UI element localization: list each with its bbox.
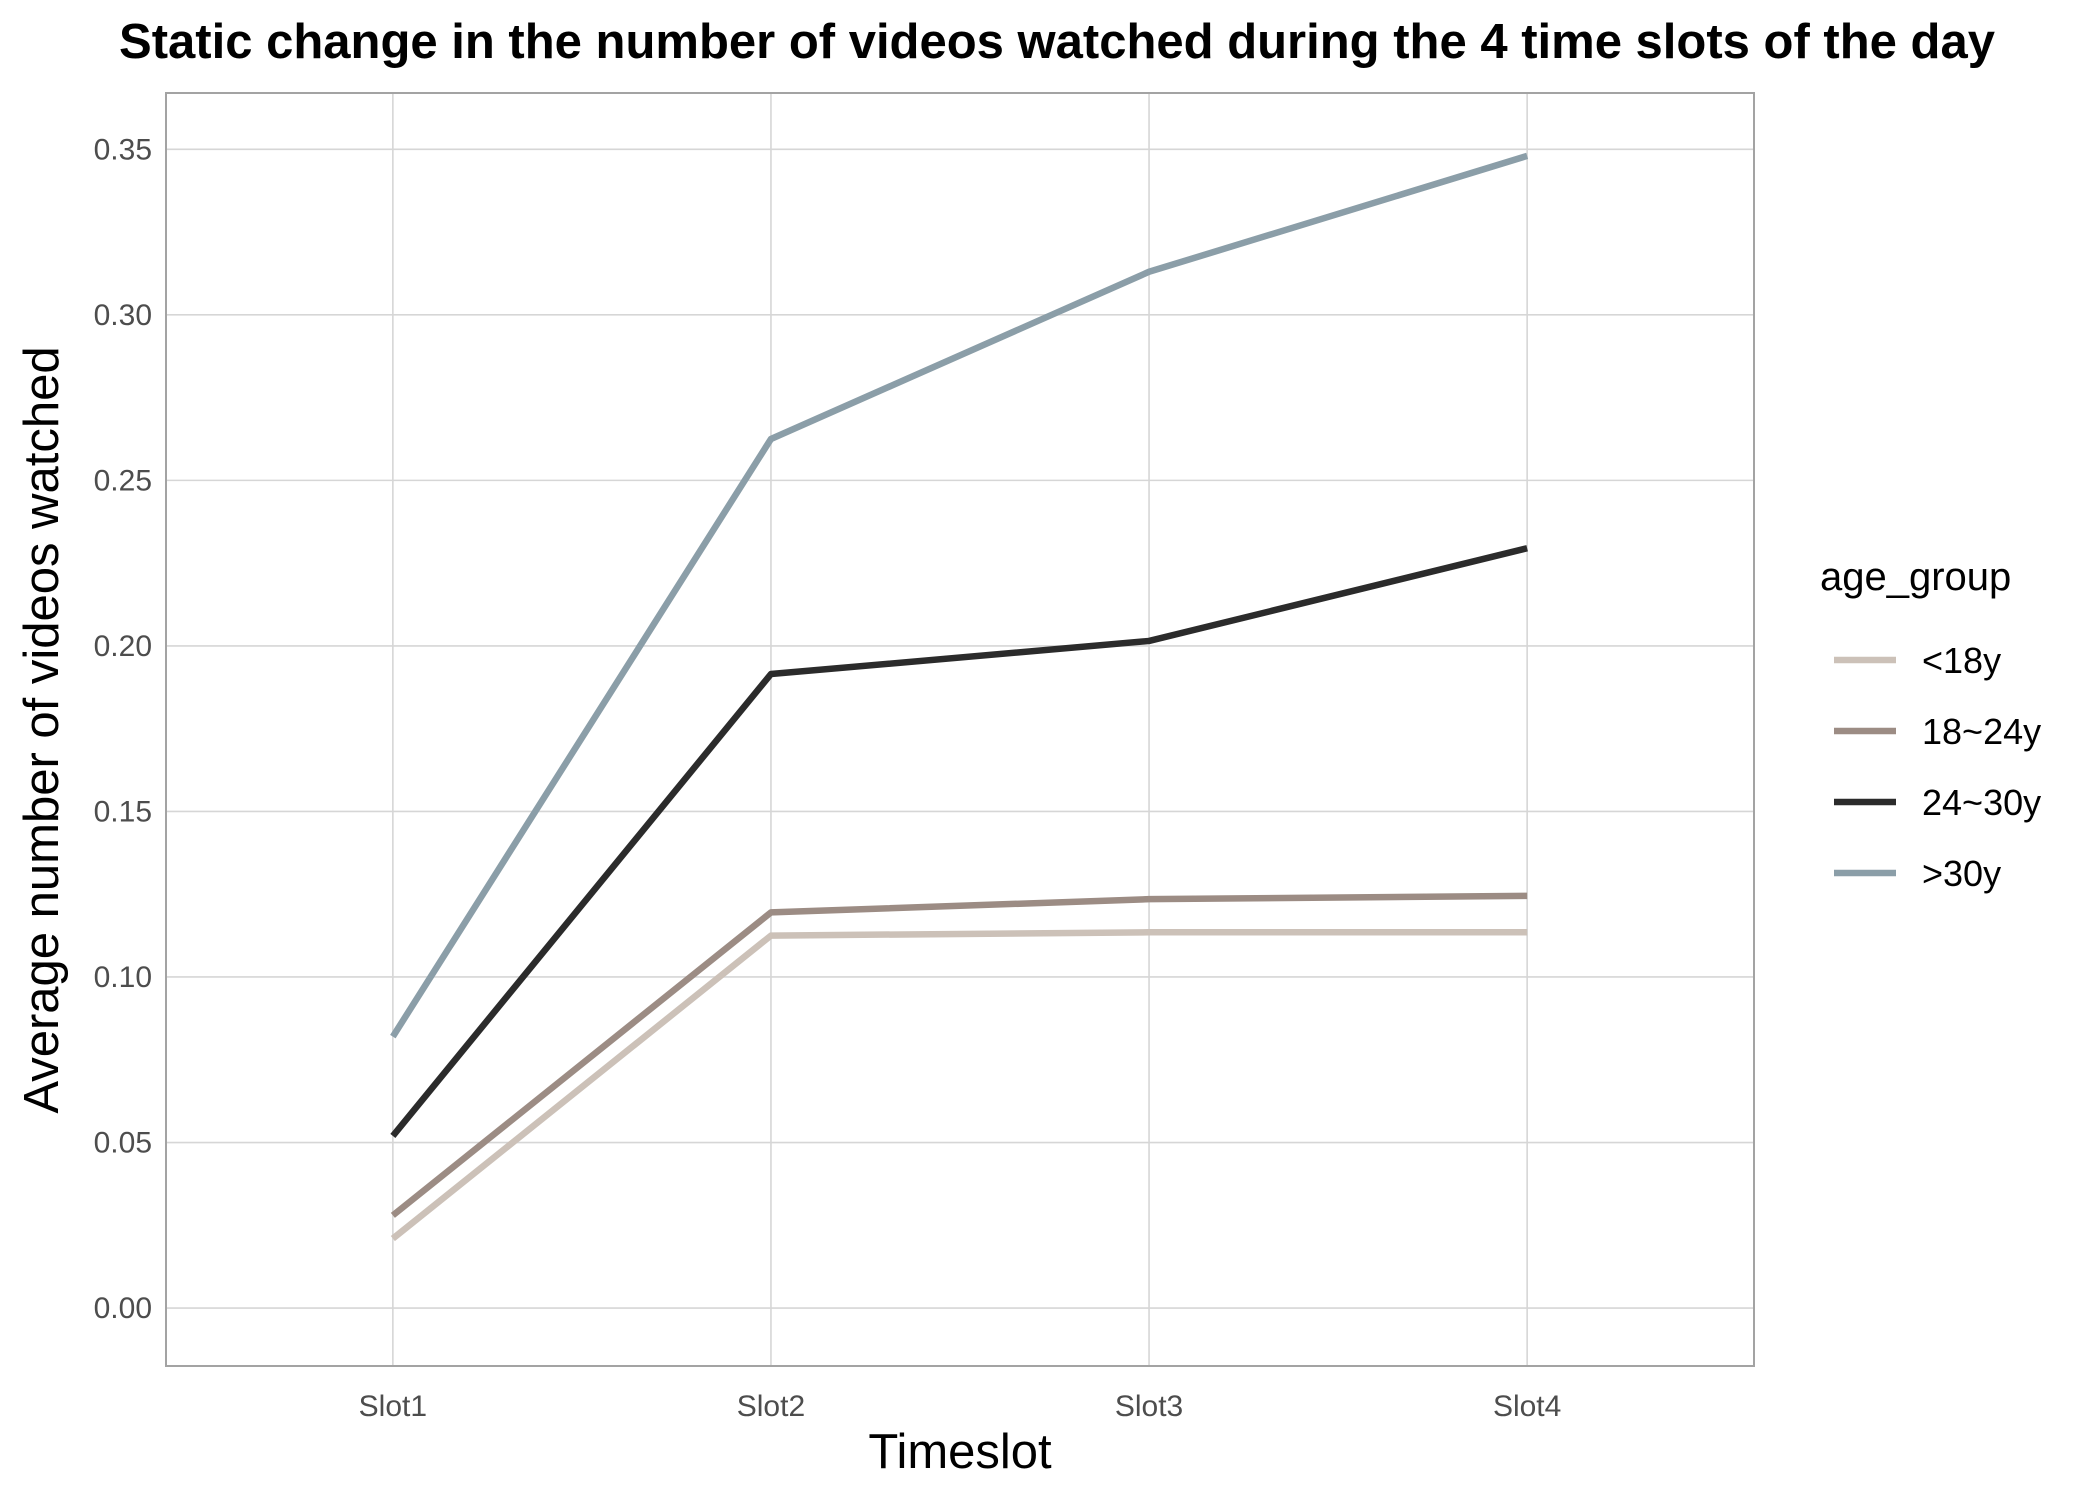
- legend-label: 18~24y: [1922, 711, 2041, 752]
- legend-label: <18y: [1922, 640, 2001, 681]
- y-tick-label: 0.00: [94, 1292, 152, 1325]
- legend-title: age_group: [1820, 555, 2011, 599]
- y-tick-label: 0.25: [94, 464, 152, 497]
- x-tick-label: Slot4: [1493, 1390, 1561, 1423]
- x-tick-label: Slot1: [359, 1390, 427, 1423]
- y-tick-label: 0.10: [94, 961, 152, 994]
- y-tick-label: 0.35: [94, 133, 152, 166]
- y-axis-title: Average number of videos watched: [15, 346, 69, 1113]
- y-tick-label: 0.20: [94, 630, 152, 663]
- y-tick-label: 0.05: [94, 1127, 152, 1160]
- y-tick-label: 0.15: [94, 795, 152, 828]
- legend-label: 24~30y: [1922, 782, 2041, 823]
- chart-title: Static change in the number of videos wa…: [119, 15, 1995, 69]
- y-tick-label: 0.30: [94, 299, 152, 332]
- x-axis-title: Timeslot: [868, 1425, 1052, 1479]
- x-tick-label: Slot2: [737, 1390, 805, 1423]
- x-tick-label: Slot3: [1115, 1390, 1183, 1423]
- legend-label: >30y: [1922, 853, 2001, 894]
